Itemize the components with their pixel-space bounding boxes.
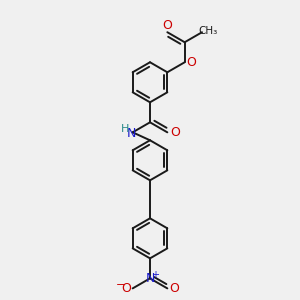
Text: H: H [121, 124, 130, 134]
Text: O: O [170, 126, 180, 139]
Text: N: N [146, 272, 156, 285]
Text: O: O [121, 282, 131, 295]
Text: CH₃: CH₃ [199, 26, 218, 36]
Text: −: − [116, 280, 126, 290]
Text: O: O [169, 282, 179, 295]
Text: O: O [186, 56, 196, 69]
Text: N: N [127, 127, 136, 140]
Text: +: + [151, 269, 159, 280]
Text: O: O [162, 19, 172, 32]
